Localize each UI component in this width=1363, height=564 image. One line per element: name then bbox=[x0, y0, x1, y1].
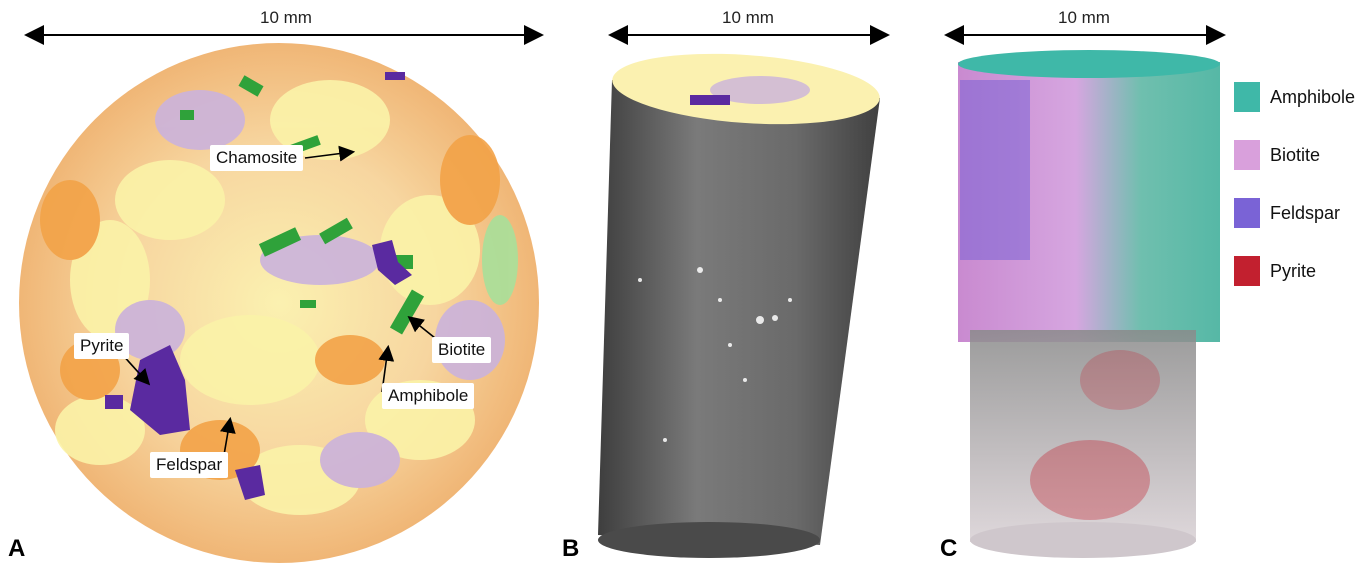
arrow-feldspar bbox=[219, 416, 236, 456]
legend-label-pyrite: Pyrite bbox=[1270, 260, 1317, 281]
legend-label-amphibole: Amphibole bbox=[1270, 86, 1356, 107]
legend-swatch-pyrite bbox=[1234, 256, 1260, 286]
mineral-map-a bbox=[19, 43, 539, 563]
ct-core-c bbox=[958, 50, 1220, 558]
label-feldspar: Feldspar bbox=[150, 452, 229, 478]
legend-item-pyrite: Pyrite bbox=[1234, 256, 1355, 286]
label-amphibole: Amphibole bbox=[382, 383, 475, 409]
legend-item-amphibole: Amphibole bbox=[1234, 82, 1355, 112]
label-biotite: Biotite bbox=[432, 337, 492, 363]
label-pyrite: Pyrite bbox=[74, 333, 130, 359]
legend-label-feldspar: Feldspar bbox=[1270, 202, 1341, 223]
legend-item-feldspar: Feldspar bbox=[1234, 198, 1355, 228]
panel-label-a: A bbox=[8, 535, 26, 562]
label-chamosite: Chamosite bbox=[210, 145, 304, 171]
ct-core-b bbox=[598, 53, 880, 558]
arrow-chamosite bbox=[304, 145, 356, 162]
legend-label-biotite: Biotite bbox=[1270, 144, 1321, 165]
legend-swatch-amphibole bbox=[1234, 82, 1260, 112]
legend-item-biotite: Biotite bbox=[1234, 140, 1355, 170]
panel-label-b: B bbox=[562, 535, 580, 562]
legend-swatch-feldspar bbox=[1234, 198, 1260, 228]
scale-label-a: 10 mm bbox=[260, 8, 312, 27]
legend: Amphibole Biotite Feldspar Pyrite bbox=[1234, 82, 1355, 286]
scale-label-c: 10 mm bbox=[1058, 8, 1110, 27]
scale-label-b: 10 mm bbox=[722, 8, 774, 27]
panel-label-c: C bbox=[940, 535, 958, 562]
legend-swatch-biotite bbox=[1234, 140, 1260, 170]
